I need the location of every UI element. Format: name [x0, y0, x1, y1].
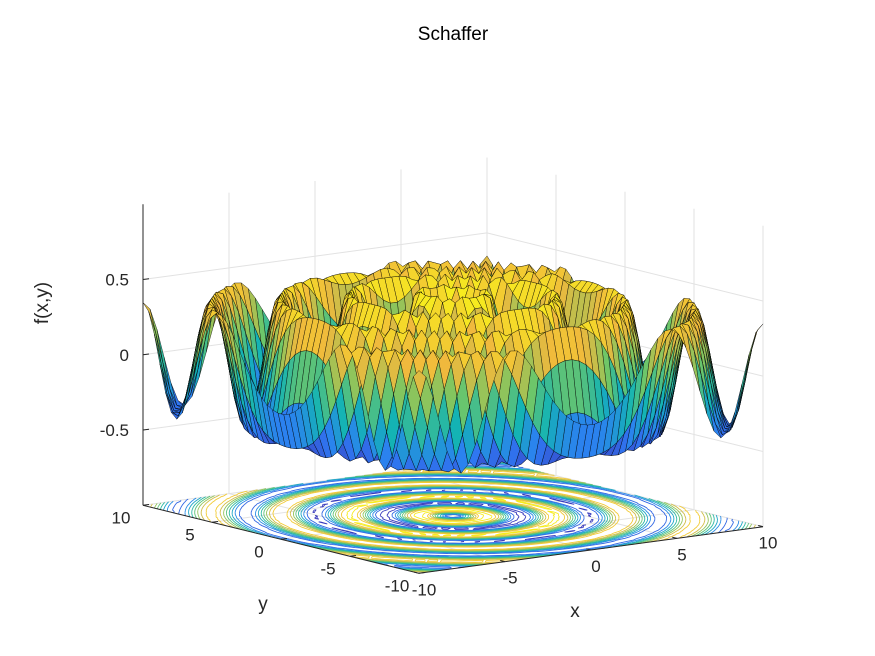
x-tick-mark — [500, 560, 506, 563]
y-tick-label: -5 — [320, 559, 335, 578]
contour-line — [159, 461, 747, 571]
y-tick-mark — [418, 572, 426, 574]
contour-line — [163, 461, 743, 571]
contour-line — [312, 489, 594, 543]
x-axis-label: x — [570, 601, 580, 622]
x-tick-label: 5 — [677, 545, 686, 564]
chart-title: Schaffer — [418, 24, 489, 45]
z-tick-mark — [142, 278, 150, 280]
y-axis-label: y — [258, 594, 268, 615]
x-tick-label: 10 — [759, 534, 778, 553]
y-tick-label: 10 — [112, 508, 131, 527]
z-tick-mark — [142, 353, 150, 356]
x-tick-label: -5 — [502, 569, 517, 588]
tick-labels: -10 -5 0 5 10 -10 -5 0 5 10 -0.5 0 0.5 — [100, 271, 778, 600]
contour-projection — [150, 459, 756, 573]
y-gridline-floor — [280, 492, 626, 540]
surface-cell — [750, 323, 764, 354]
x-tick-label: 0 — [591, 557, 600, 576]
x-tick-mark — [414, 571, 420, 574]
z-axis-label: f(x,y) — [32, 282, 53, 324]
function-surface — [142, 255, 764, 474]
contour-line — [166, 462, 740, 570]
y-tick-label: 0 — [254, 542, 263, 561]
axis-lines — [142, 204, 764, 574]
z-tick-mark — [142, 428, 150, 431]
y-tick-mark — [142, 504, 150, 506]
z-gridline-backwall — [142, 232, 488, 280]
y-tick-label: 5 — [185, 525, 194, 544]
surface-cell — [413, 370, 427, 400]
z-gridline-rightwall — [486, 232, 764, 302]
contour-line — [205, 469, 701, 563]
y-tick-mark — [349, 555, 357, 557]
z-tick-label: 0.5 — [105, 271, 129, 290]
z-tick-label: 0 — [120, 346, 129, 365]
contour-line — [172, 463, 734, 569]
y-tick-mark — [280, 538, 288, 540]
x-tick-mark — [758, 525, 764, 528]
x-tick-mark — [586, 548, 592, 551]
contour-line — [346, 495, 560, 537]
y-tick-label: -10 — [385, 576, 410, 595]
contour-line — [153, 460, 753, 572]
y-tick-mark — [211, 521, 219, 523]
x-tick-mark — [672, 536, 678, 539]
z-tick-label: -0.5 — [100, 421, 129, 440]
x-tick-label: -10 — [412, 580, 437, 599]
surface-cell — [155, 332, 169, 393]
